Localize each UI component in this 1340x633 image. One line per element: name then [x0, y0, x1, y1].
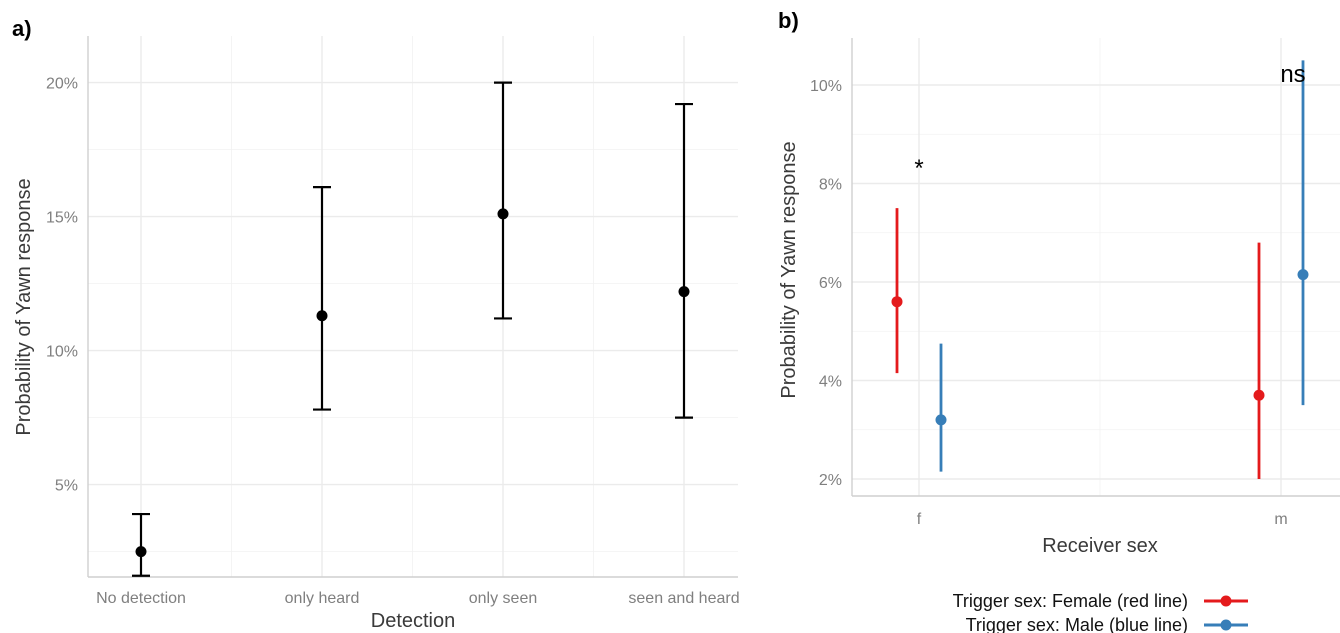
panel-b-legend: Trigger sex: Female (red line) Trigger se… — [953, 591, 1248, 633]
panel-b-x-tick-label: f — [917, 511, 922, 528]
panel-a-x-tick-label: only heard — [285, 590, 360, 607]
panel-a-y-tick-label: 20% — [46, 76, 78, 93]
panel-a-y-tick-label: 10% — [46, 344, 78, 361]
panel-a-tag: a) — [12, 16, 32, 41]
panel-a-y-axis-title: Probability of Yawn response — [13, 178, 35, 435]
panel-b-x-tick-label: m — [1274, 511, 1287, 528]
legend-label: Trigger sex: Male (blue line) — [966, 615, 1188, 633]
panel-a-x-tick-label: only seen — [469, 590, 538, 607]
panel-a-x-tick-label: seen and heard — [628, 590, 739, 607]
panel-b-y-tick-label: 6% — [819, 275, 842, 292]
panel-a-y-ticks: 5% 10% 15% 20% — [46, 76, 78, 495]
panel-b-y-ticks: 2% 4% 6% 8% 10% — [810, 78, 842, 489]
panel-b-y-axis-title: Probability of Yawn response — [778, 141, 800, 398]
panel-a-point — [316, 310, 328, 322]
panel-b-point — [1253, 389, 1265, 401]
panel-b-point — [935, 414, 947, 426]
panel-a-y-tick-label: 5% — [55, 478, 78, 495]
panel-b-annotations: * ns — [914, 61, 1305, 182]
panel-b-y-tick-label: 2% — [819, 472, 842, 489]
panel-b-y-tick-label: 10% — [810, 78, 842, 95]
panel-a: a) 5% 10% 15% 20% No detection only heard onl… — [12, 16, 740, 632]
panel-b-annotation: * — [914, 155, 923, 182]
panel-b-y-tick-label: 4% — [819, 374, 842, 391]
panel-b-y-tick-label: 8% — [819, 177, 842, 194]
panel-b-tag: b) — [778, 8, 799, 33]
panel-b-annotation: ns — [1280, 61, 1305, 88]
legend-key-point — [1220, 595, 1232, 607]
panel-a-grid — [88, 36, 738, 577]
panel-a-point — [497, 208, 509, 220]
panel-a-point — [678, 286, 690, 298]
legend-label: Trigger sex: Female (red line) — [953, 591, 1188, 611]
panel-b-point — [891, 296, 903, 308]
panel-a-x-ticks: No detection only heard only seen seen and … — [96, 590, 740, 607]
panel-a-x-tick-label: No detection — [96, 590, 186, 607]
legend-key-point — [1220, 619, 1232, 631]
panel-b-point — [1297, 269, 1309, 281]
panel-b-marks — [891, 60, 1309, 479]
panel-b-grid — [852, 38, 1340, 496]
panel-b-x-axis-title: Receiver sex — [1042, 535, 1158, 557]
panel-a-point — [135, 546, 147, 558]
panel-a-x-axis-title: Detection — [371, 610, 456, 632]
panel-a-y-tick-label: 15% — [46, 210, 78, 227]
panel-a-marks — [132, 81, 693, 577]
